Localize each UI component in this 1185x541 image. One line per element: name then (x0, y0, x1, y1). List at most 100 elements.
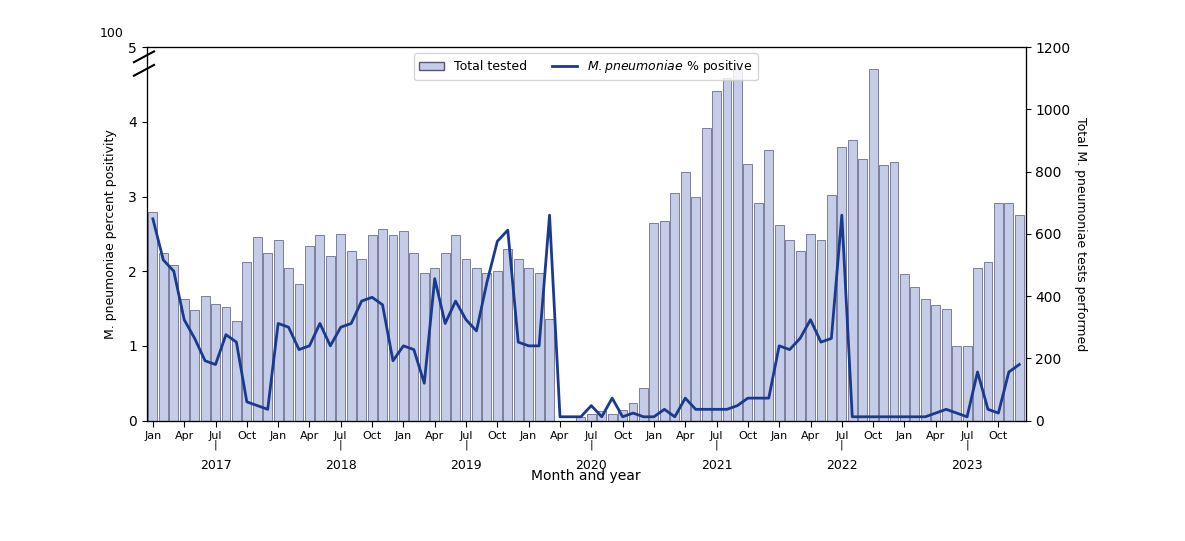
Text: |: | (589, 440, 594, 451)
Text: |: | (465, 440, 468, 451)
Bar (451, 235, 460, 420)
Bar (243, 262, 251, 420)
Bar (357, 259, 366, 420)
Text: 100: 100 (100, 27, 123, 39)
Bar (337, 234, 345, 420)
Bar (399, 230, 408, 420)
Bar (597, 411, 607, 420)
Bar (962, 346, 972, 420)
Y-axis label: M. pneumoniae percent positivity: M. pneumoniae percent positivity (104, 129, 117, 339)
Bar (953, 346, 961, 420)
Bar (806, 234, 815, 420)
Bar (409, 253, 418, 420)
Bar (691, 196, 700, 420)
Bar (534, 273, 544, 420)
Bar (619, 410, 627, 420)
Bar (263, 253, 273, 420)
Bar (869, 69, 878, 420)
Bar (284, 268, 293, 420)
Bar (1005, 203, 1013, 420)
Bar (660, 221, 668, 420)
Bar (472, 268, 481, 420)
Bar (649, 223, 659, 420)
Bar (504, 249, 512, 420)
Bar (430, 268, 440, 420)
Bar (921, 299, 930, 420)
Y-axis label: Total M. pneumoniae tests performed: Total M. pneumoniae tests performed (1074, 117, 1087, 351)
Bar (994, 203, 1003, 420)
Bar (514, 259, 523, 420)
Bar (315, 235, 325, 420)
Bar (712, 91, 720, 420)
Bar (847, 141, 857, 420)
Bar (347, 251, 356, 420)
Bar (326, 255, 335, 420)
Text: |: | (213, 440, 217, 451)
Text: 2022: 2022 (826, 459, 858, 472)
Bar (419, 273, 429, 420)
Bar (931, 306, 940, 420)
Text: 2023: 2023 (952, 459, 982, 472)
Bar (795, 251, 805, 420)
Bar (827, 195, 835, 420)
Bar (159, 253, 168, 420)
Text: 2018: 2018 (325, 459, 357, 472)
Text: 2021: 2021 (700, 459, 732, 472)
Bar (378, 229, 387, 420)
X-axis label: Month and year: Month and year (531, 469, 641, 483)
Bar (180, 299, 188, 420)
Bar (305, 246, 314, 420)
Bar (764, 150, 773, 420)
Bar (816, 240, 826, 420)
Bar (367, 235, 377, 420)
Text: 2020: 2020 (576, 459, 607, 472)
Bar (639, 388, 648, 420)
Bar (743, 164, 752, 420)
Bar (576, 418, 585, 420)
Text: 2019: 2019 (450, 459, 482, 472)
Text: |: | (966, 440, 969, 451)
Bar (723, 78, 731, 420)
Bar (608, 414, 616, 420)
Bar (295, 283, 303, 420)
Bar (482, 273, 492, 420)
Bar (754, 203, 763, 420)
Bar (524, 268, 533, 420)
Bar (901, 274, 909, 420)
Bar (984, 262, 992, 420)
Bar (252, 237, 262, 420)
Legend: Total tested, $\it{M. pneumoniae}$ % positive: Total tested, $\it{M. pneumoniae}$ % pos… (415, 54, 758, 81)
Bar (1014, 215, 1024, 420)
Bar (462, 259, 470, 420)
Bar (734, 69, 742, 420)
Bar (191, 310, 199, 420)
Bar (890, 162, 898, 420)
Text: |: | (715, 440, 718, 451)
Bar (628, 404, 638, 420)
Bar (200, 296, 210, 420)
Bar (681, 171, 690, 420)
Text: |: | (840, 440, 844, 451)
Text: |: | (339, 440, 342, 451)
Bar (858, 159, 867, 420)
Bar (211, 304, 220, 420)
Bar (545, 319, 553, 420)
Bar (222, 307, 230, 420)
Bar (232, 321, 241, 420)
Bar (169, 265, 178, 420)
Bar (910, 287, 920, 420)
Bar (838, 147, 846, 420)
Bar (775, 225, 783, 420)
Text: 2017: 2017 (199, 459, 231, 472)
Bar (973, 268, 982, 420)
Bar (493, 271, 501, 420)
Bar (441, 253, 449, 420)
Bar (942, 308, 950, 420)
Bar (671, 193, 679, 420)
Bar (587, 414, 596, 420)
Bar (274, 240, 282, 420)
Bar (702, 128, 711, 420)
Bar (389, 235, 397, 420)
Bar (786, 240, 794, 420)
Bar (879, 166, 888, 420)
